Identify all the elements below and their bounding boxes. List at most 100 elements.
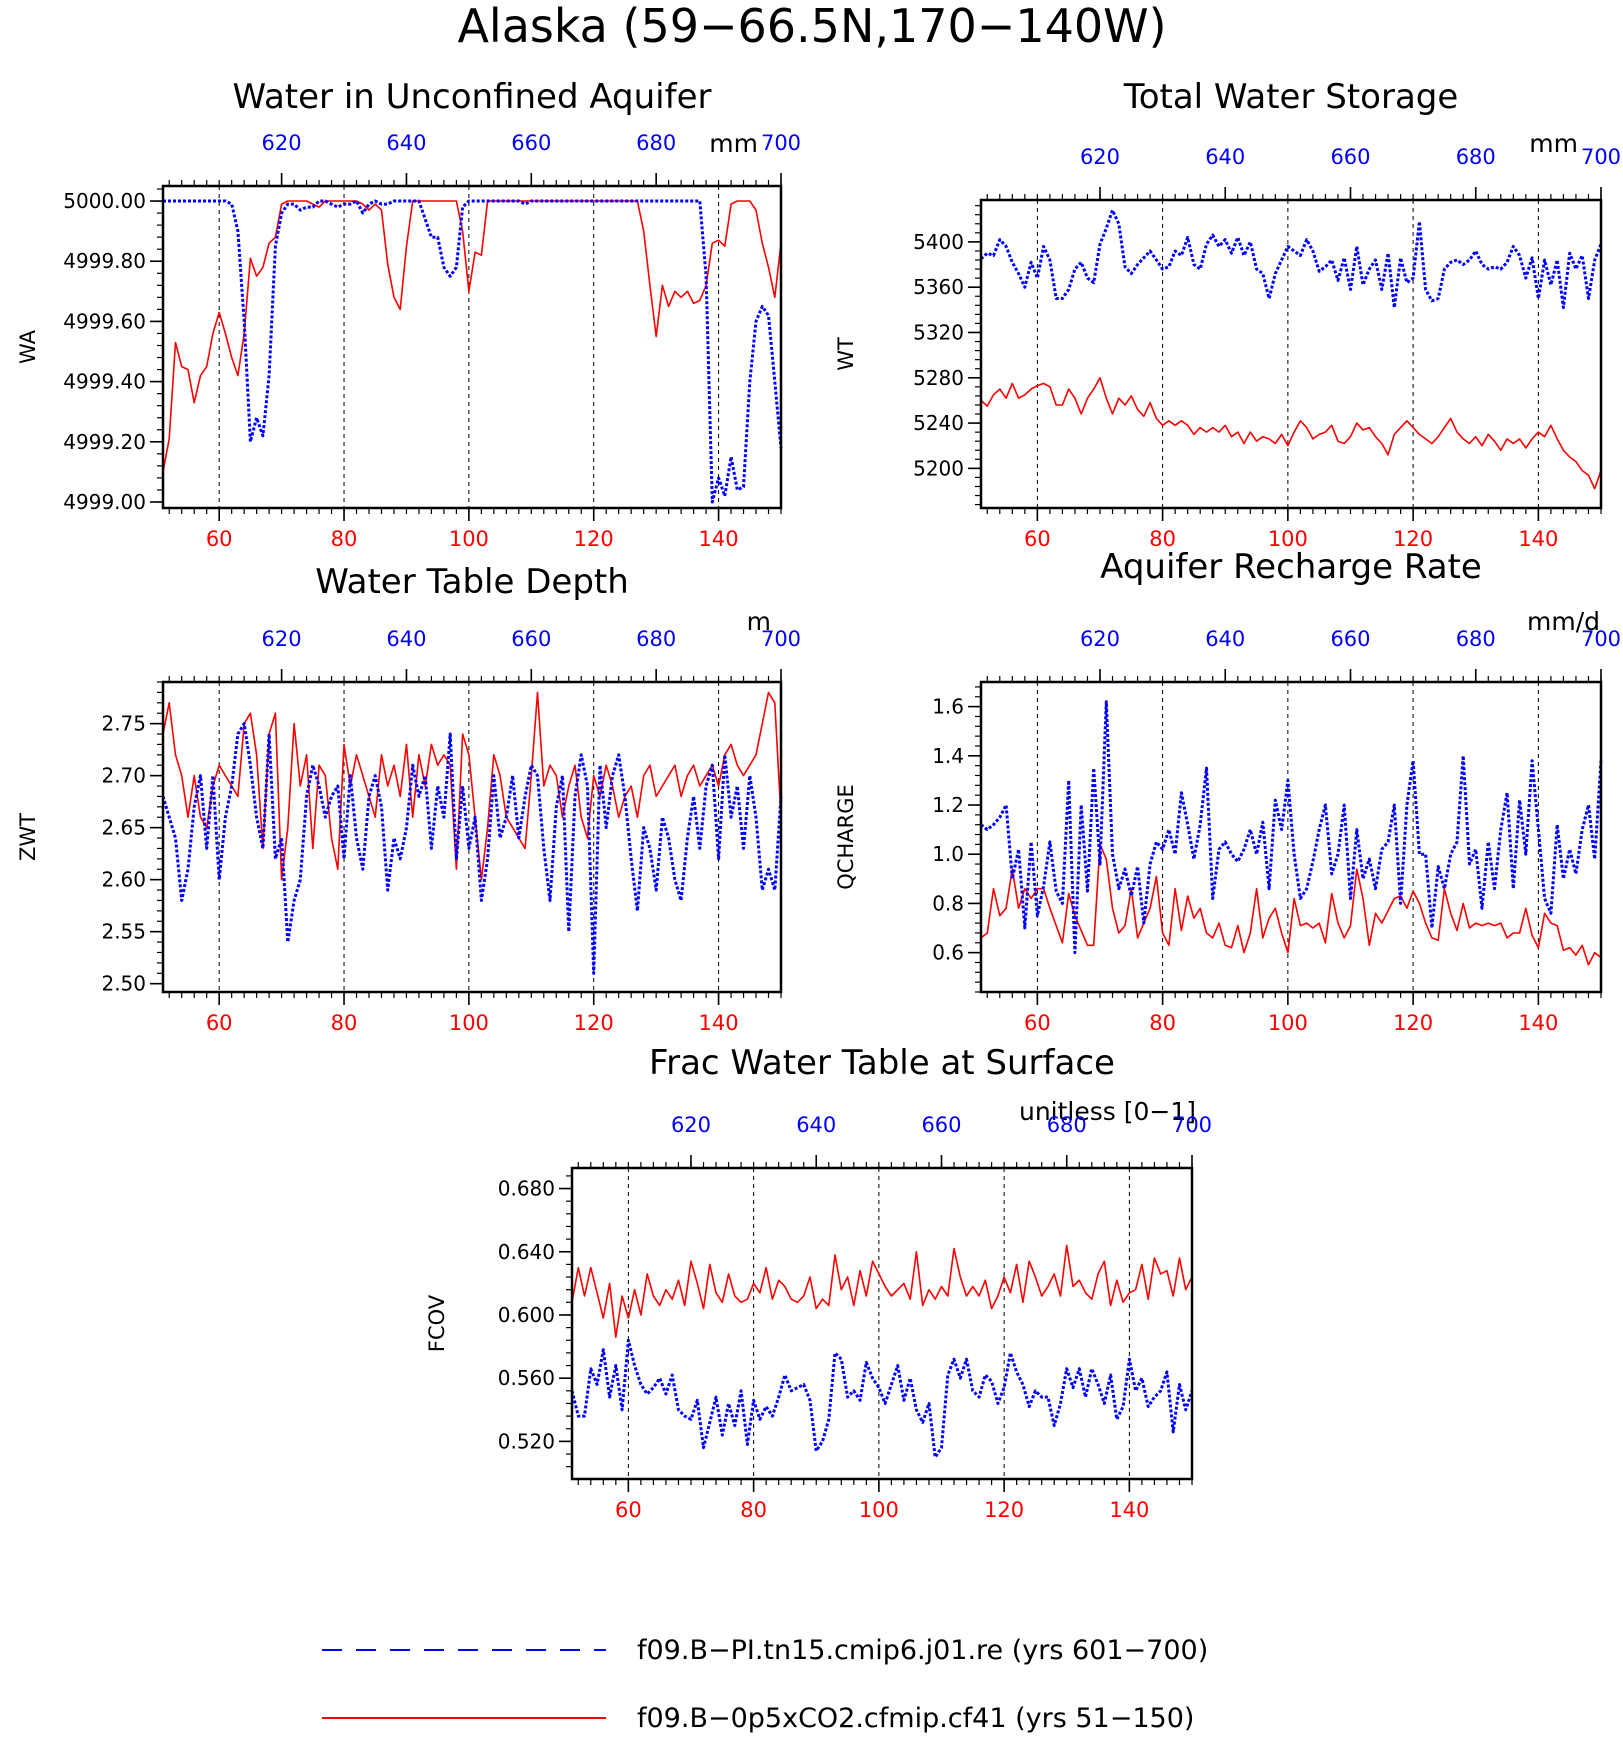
x-top-tick-label: 700 (1581, 145, 1621, 169)
panel-title: Water in Unconfined Aquifer (233, 77, 712, 117)
x-top-tick-label: 700 (1581, 627, 1621, 651)
x-top-tick-label: 680 (1047, 1113, 1087, 1137)
x-tick-label: 80 (740, 1498, 767, 1522)
x-top-tick-label: 660 (1330, 145, 1370, 169)
series-line-blue (163, 199, 783, 504)
main-title: Alaska (59−66.5N,170−140W) (457, 0, 1166, 53)
x-top-tick-label: 700 (761, 131, 801, 155)
series-line-red (162, 691, 782, 881)
panel-title: Total Water Storage (1123, 77, 1459, 117)
y-tick-label: 2.70 (101, 764, 146, 788)
x-top-tick-label: 640 (1205, 145, 1245, 169)
x-tick-label: 80 (1149, 1011, 1176, 1035)
x-tick-label: 120 (1393, 527, 1433, 551)
y-tick-label: 5360 (913, 275, 964, 299)
x-tick-label: 100 (859, 1498, 899, 1522)
y-axis-label: WT (834, 337, 858, 371)
legend-label-red: f09.B−0p5xCO2.cfmip.cf41 (yrs 51−150) (637, 1703, 1194, 1734)
y-tick-label: 0.640 (498, 1240, 555, 1264)
plot-frame (979, 198, 1603, 510)
x-tick-label: 80 (331, 1011, 358, 1035)
chart-panel-3: Water Table Depth m ZWT 60 80 100 120 140 620 640… (16, 562, 801, 1035)
plot-frame (979, 680, 1603, 994)
x-top-tick-label: 680 (1456, 145, 1496, 169)
series-line-red (980, 843, 1602, 966)
x-tick-label: 80 (1149, 527, 1176, 551)
x-top-tick-label: 680 (636, 627, 676, 651)
x-top-tick-label: 620 (1080, 627, 1120, 651)
y-tick-label: 5240 (913, 411, 964, 435)
x-tick-label: 100 (1268, 1011, 1308, 1035)
x-tick-label: 60 (1024, 1011, 1051, 1035)
x-tick-label: 60 (615, 1498, 642, 1522)
x-top-tick-label: 680 (1456, 627, 1496, 651)
series-line-blue (979, 208, 1603, 310)
units-label: unitless [0−1] (1019, 1097, 1196, 1126)
y-tick-label: 4999.40 (63, 370, 146, 394)
units-label: mm (709, 129, 758, 158)
y-tick-label: 1.0 (932, 842, 964, 866)
x-top-tick-label: 660 (511, 627, 551, 651)
panel-title: Water Table Depth (315, 562, 629, 602)
series-line-blue (570, 1338, 1194, 1459)
y-tick-label: 0.600 (498, 1303, 555, 1327)
x-tick-label: 140 (699, 1011, 739, 1035)
y-tick-label: 5200 (913, 456, 964, 480)
x-tick-label: 100 (449, 1011, 489, 1035)
x-top-tick-label: 640 (386, 131, 426, 155)
y-tick-label: 0.560 (498, 1366, 555, 1390)
y-tick-label: 2.75 (101, 712, 146, 736)
x-tick-label: 140 (1518, 1011, 1558, 1035)
x-tick-label: 100 (449, 527, 489, 551)
series-line-blue (161, 722, 783, 975)
y-tick-label: 4999.20 (63, 430, 146, 454)
series-line-blue (980, 700, 1603, 955)
y-tick-label: 0.6 (932, 941, 964, 965)
x-top-tick-label: 640 (386, 627, 426, 651)
units-label: mm/d (1527, 607, 1600, 636)
plot-frame (161, 184, 783, 510)
panels: Water in Unconfined Aquifer mm WA 60 80 100 12… (16, 77, 1621, 1522)
x-top-tick-label: 620 (1080, 145, 1120, 169)
y-tick-label: 1.4 (932, 744, 964, 768)
y-tick-label: 5400 (913, 230, 964, 254)
x-tick-label: 120 (984, 1498, 1024, 1522)
plot-frame (161, 680, 783, 994)
x-tick-label: 140 (1109, 1498, 1149, 1522)
x-tick-label: 140 (1518, 527, 1558, 551)
y-tick-label: 0.520 (498, 1429, 555, 1453)
series-line-red (980, 376, 1602, 490)
y-tick-label: 2.60 (101, 868, 146, 892)
y-tick-label: 5000.00 (63, 189, 146, 213)
x-top-tick-label: 620 (671, 1113, 711, 1137)
y-axis-label: FCOV (425, 1294, 449, 1352)
x-tick-label: 120 (574, 527, 614, 551)
y-tick-label: 0.680 (498, 1177, 555, 1201)
x-tick-label: 100 (1268, 527, 1308, 551)
x-top-tick-label: 700 (1172, 1113, 1212, 1137)
y-axis-label: WA (16, 329, 40, 364)
x-top-tick-label: 700 (761, 627, 801, 651)
y-tick-label: 1.6 (932, 695, 964, 719)
y-tick-label: 5280 (913, 366, 964, 390)
panel-title: Frac Water Table at Surface (649, 1043, 1115, 1083)
x-tick-label: 140 (699, 527, 739, 551)
x-tick-label: 120 (574, 1011, 614, 1035)
x-top-tick-label: 620 (262, 131, 302, 155)
y-tick-label: 4999.00 (63, 490, 146, 514)
legend-label-blue: f09.B−PI.tn15.cmip6.j01.re (yrs 601−700) (637, 1635, 1208, 1666)
chart-panel-2: Total Water Storage mm WT 60 80 100 120 140 620 6… (834, 77, 1621, 551)
x-tick-label: 80 (331, 527, 358, 551)
y-axis-label: ZWT (16, 813, 40, 861)
chart-panel-5: Frac Water Table at Surface unitless [0−1… (425, 1043, 1212, 1522)
units-label: mm (1529, 129, 1578, 158)
y-tick-label: 5320 (913, 320, 964, 344)
x-top-tick-label: 640 (796, 1113, 836, 1137)
x-tick-label: 60 (206, 1011, 233, 1035)
x-top-tick-label: 660 (1330, 627, 1370, 651)
chart-panel-1: Water in Unconfined Aquifer mm WA 60 80 100 12… (16, 77, 801, 551)
legend: f09.B−PI.tn15.cmip6.j01.re (yrs 601−700)… (322, 1635, 1208, 1734)
y-tick-label: 2.65 (101, 816, 146, 840)
panel-title: Aquifer Recharge Rate (1100, 547, 1482, 587)
